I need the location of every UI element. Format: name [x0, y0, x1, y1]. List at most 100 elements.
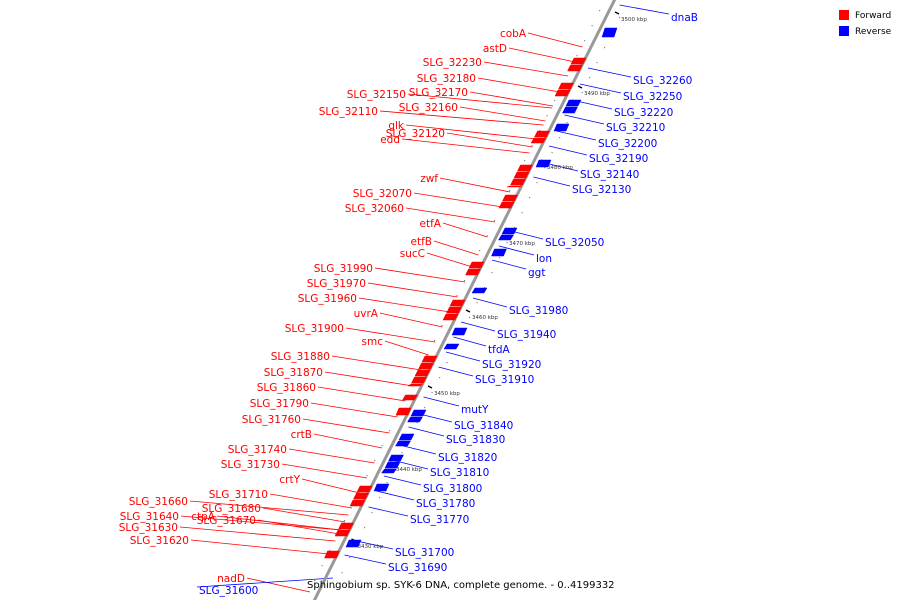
reverse-leader-line — [564, 114, 605, 125]
forward-gene-label: astD — [483, 43, 507, 55]
position-dot — [531, 145, 533, 147]
gene-labels: cobAastDSLG_32230SLG_32180SLG_32170SLG_3… — [119, 12, 698, 597]
forward-leader-line — [189, 500, 349, 516]
forward-leader-line — [190, 539, 330, 555]
leader-lines — [179, 4, 670, 593]
reverse-gene-label: SLG_32220 — [614, 107, 673, 119]
reverse-gene-arrow — [491, 248, 507, 257]
forward-leader-line — [405, 124, 537, 140]
reverse-gene-label: mutY — [461, 404, 489, 416]
forward-gene-arrow — [418, 362, 434, 370]
legend-reverse-label: Reverse — [855, 27, 892, 37]
reverse-gene-arrow — [498, 234, 514, 241]
reverse-leader-line — [376, 490, 415, 501]
forward-gene-arrow — [498, 201, 515, 209]
forward-leader-line — [508, 47, 576, 63]
forward-gene-label: crtY — [279, 474, 300, 486]
reverse-gene-label: SLG_31690 — [388, 562, 447, 574]
forward-gene-label: crtB — [291, 429, 312, 441]
forward-leader-line — [527, 32, 583, 48]
forward-gene-label: SLG_32150 — [347, 89, 406, 101]
forward-leader-line — [459, 106, 546, 122]
forward-gene-label: glk — [388, 120, 405, 132]
forward-leader-line — [367, 282, 458, 298]
reverse-leader-line — [408, 426, 445, 437]
reverse-gene-label: SLG_32210 — [606, 122, 665, 134]
reverse-gene-label: SLG_31920 — [482, 359, 541, 371]
reverse-leader-line — [383, 475, 422, 486]
forward-gene-label: SLG_31960 — [298, 293, 357, 305]
position-dot — [434, 340, 436, 342]
forward-gene-arrow — [421, 355, 438, 363]
forward-leader-line — [345, 327, 436, 343]
reverse-gene-arrow — [601, 27, 618, 38]
forward-leader-line — [379, 110, 544, 126]
forward-gene-label: SLG_31900 — [285, 323, 344, 335]
reverse-gene-label: SLG_31800 — [423, 483, 482, 495]
forward-gene-label: SLG_31730 — [221, 459, 280, 471]
forward-gene-arrow — [414, 369, 431, 377]
reverse-gene-arrow — [410, 409, 427, 417]
position-dot — [521, 212, 523, 214]
genome-caption: Sphingobium sp. SYK-6 DNA, complete geno… — [307, 580, 615, 591]
forward-gene-label: SLG_31860 — [257, 382, 316, 394]
reverse-gene-arrow — [501, 227, 518, 235]
forward-gene-label: SLG_31870 — [264, 367, 323, 379]
forward-leader-line — [216, 515, 342, 531]
forward-leader-line — [288, 448, 375, 464]
position-dot — [546, 115, 548, 117]
position-dot — [551, 152, 553, 154]
forward-gene-label: SLG_32060 — [345, 203, 404, 215]
forward-leader-line — [401, 138, 530, 154]
legend-reverse-swatch — [839, 26, 849, 36]
position-dot — [389, 430, 391, 432]
reverse-leader-line — [391, 459, 429, 470]
position-dot — [431, 392, 433, 394]
forward-gene-label: SLG_31660 — [129, 496, 188, 508]
forward-gene-arrow — [395, 407, 412, 416]
forward-leader-line — [407, 93, 553, 109]
tick-label: 3480 kbp — [547, 165, 573, 171]
forward-gene-arrow — [554, 89, 571, 97]
reverse-gene-arrow — [398, 433, 415, 441]
position-dot — [456, 295, 458, 297]
position-dot — [536, 182, 538, 184]
reverse-gene-label: SLG_32140 — [580, 169, 639, 181]
position-dot — [386, 482, 388, 484]
reverse-gene-label: ggt — [528, 267, 545, 279]
reverse-leader-line — [533, 176, 571, 187]
forward-leader-line — [269, 493, 353, 509]
forward-leader-line — [379, 312, 443, 328]
forward-leader-line — [180, 515, 342, 531]
reverse-gene-arrow — [471, 287, 488, 294]
forward-gene-arrow — [510, 178, 526, 186]
forward-leader-line — [246, 577, 311, 593]
position-dot — [404, 400, 406, 402]
reverse-gene-label: SLG_32130 — [572, 184, 631, 196]
forward-gene-label: etfB — [411, 236, 432, 248]
tick-label: 3450 kbp — [434, 391, 460, 397]
reverse-leader-line — [548, 145, 588, 156]
position-dot — [589, 77, 591, 79]
tick-mark — [427, 385, 433, 389]
position-dot — [619, 17, 621, 19]
forward-gene-arrow — [468, 261, 485, 269]
reverse-gene-label: SLG_31830 — [446, 434, 505, 446]
position-dot — [509, 190, 511, 192]
reverse-gene-label: dnaB — [671, 12, 698, 24]
forward-leader-line — [257, 519, 340, 535]
forward-gene-arrow — [446, 306, 462, 314]
forward-gene-label: SLG_31710 — [209, 489, 268, 501]
reverse-gene-label: SLG_31980 — [509, 305, 568, 317]
forward-gene-arrow — [402, 394, 418, 401]
position-dot — [374, 460, 376, 462]
reverse-leader-line — [491, 259, 527, 270]
forward-gene-arrow — [506, 185, 523, 188]
forward-gene-arrow — [334, 529, 351, 537]
position-dot — [529, 197, 531, 199]
forward-gene-label: edd — [380, 134, 400, 146]
forward-gene-label: SLG_32120 — [386, 128, 445, 140]
forward-gene-label: SLG_31680 — [202, 503, 261, 515]
forward-gene-label: SLG_31670 — [197, 515, 256, 527]
